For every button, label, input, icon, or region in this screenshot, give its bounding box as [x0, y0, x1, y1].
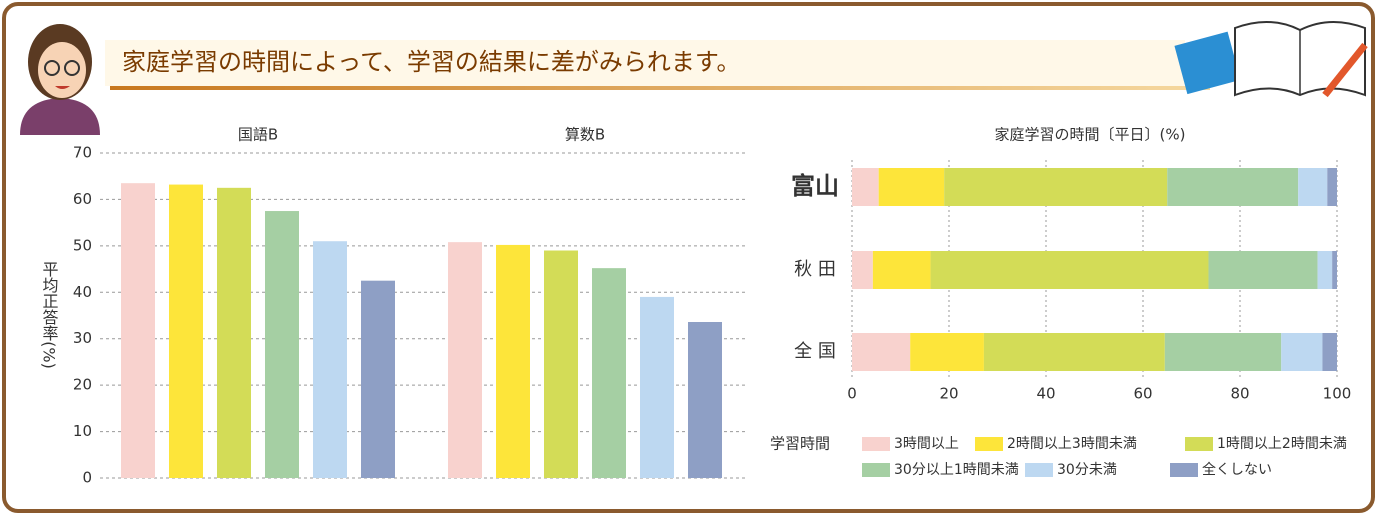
- category-label: 富山: [791, 172, 839, 200]
- legend-swatch: [862, 463, 890, 477]
- bar-segment: [1208, 251, 1317, 289]
- bar: [640, 297, 674, 478]
- y-tick-label: 70: [73, 144, 92, 162]
- bar: [496, 245, 530, 478]
- legend-label: 3時間以上: [894, 436, 959, 452]
- y-tick-label: 0: [82, 469, 92, 487]
- y-tick-label: 60: [73, 190, 92, 208]
- legend-swatch: [1185, 437, 1213, 451]
- category-label: 全 国: [794, 341, 836, 362]
- legend-swatch: [862, 437, 890, 451]
- group-label: 算数B: [565, 126, 605, 144]
- y-tick-label: 10: [73, 422, 92, 440]
- x-tick-label: 0: [847, 385, 857, 403]
- bar-segment: [1165, 333, 1281, 371]
- bar: [313, 241, 347, 478]
- x-tick-label: 100: [1323, 385, 1352, 403]
- bar-segment: [1298, 168, 1327, 206]
- bar-segment: [910, 333, 984, 371]
- group-label: 国語B: [238, 126, 278, 144]
- bar: [448, 242, 482, 478]
- y-axis-label: 平均正答率(%): [40, 261, 59, 369]
- legend-label: 30分未満: [1057, 462, 1117, 478]
- category-label: 秋 田: [794, 259, 836, 280]
- x-tick-label: 60: [1133, 385, 1152, 403]
- x-tick-label: 80: [1230, 385, 1249, 403]
- banner-title: 家庭学習の時間によって、学習の結果に差がみられます。: [122, 48, 740, 76]
- y-tick-label: 30: [73, 329, 92, 347]
- bar: [361, 281, 395, 478]
- bar-segment: [1167, 168, 1298, 206]
- bar: [217, 188, 251, 478]
- bar-segment: [1327, 168, 1337, 206]
- legend-label: 1時間以上2時間未満: [1217, 436, 1347, 452]
- bar: [169, 185, 203, 478]
- bar-segment: [879, 168, 944, 206]
- bar: [688, 322, 722, 478]
- bar-segment: [852, 333, 910, 371]
- chart-title: 家庭学習の時間〔平日〕(%): [995, 126, 1186, 144]
- bar-segment: [873, 251, 931, 289]
- bar-segment: [852, 251, 873, 289]
- bar-segment: [1281, 333, 1322, 371]
- legend-title: 学習時間: [770, 435, 830, 453]
- bar-segment: [1322, 333, 1337, 371]
- bar-segment: [944, 168, 1167, 206]
- bar: [265, 211, 299, 478]
- banner-underline: [110, 86, 1210, 90]
- bar-segment: [1332, 251, 1337, 289]
- bar-segment: [1318, 251, 1333, 289]
- bar: [592, 268, 626, 478]
- bar-segment: [984, 333, 1165, 371]
- legend-label: 30分以上1時間未満: [894, 462, 1019, 478]
- x-tick-label: 20: [939, 385, 958, 403]
- x-tick-label: 40: [1036, 385, 1055, 403]
- bar: [121, 183, 155, 478]
- bar-segment: [931, 251, 1209, 289]
- y-tick-label: 40: [73, 283, 92, 301]
- legend-swatch: [975, 437, 1003, 451]
- legend-label: 2時間以上3時間未満: [1007, 436, 1137, 452]
- legend-swatch: [1025, 463, 1053, 477]
- legend-label: 全くしない: [1202, 461, 1272, 478]
- bar: [544, 251, 578, 479]
- y-tick-label: 50: [73, 236, 92, 254]
- bar-segment: [852, 168, 879, 206]
- legend-swatch: [1170, 463, 1198, 477]
- y-tick-label: 20: [73, 376, 92, 394]
- page: 家庭学習の時間によって、学習の結果に差がみられます。 家庭学習の時間〔平日〕(%…: [0, 0, 1377, 515]
